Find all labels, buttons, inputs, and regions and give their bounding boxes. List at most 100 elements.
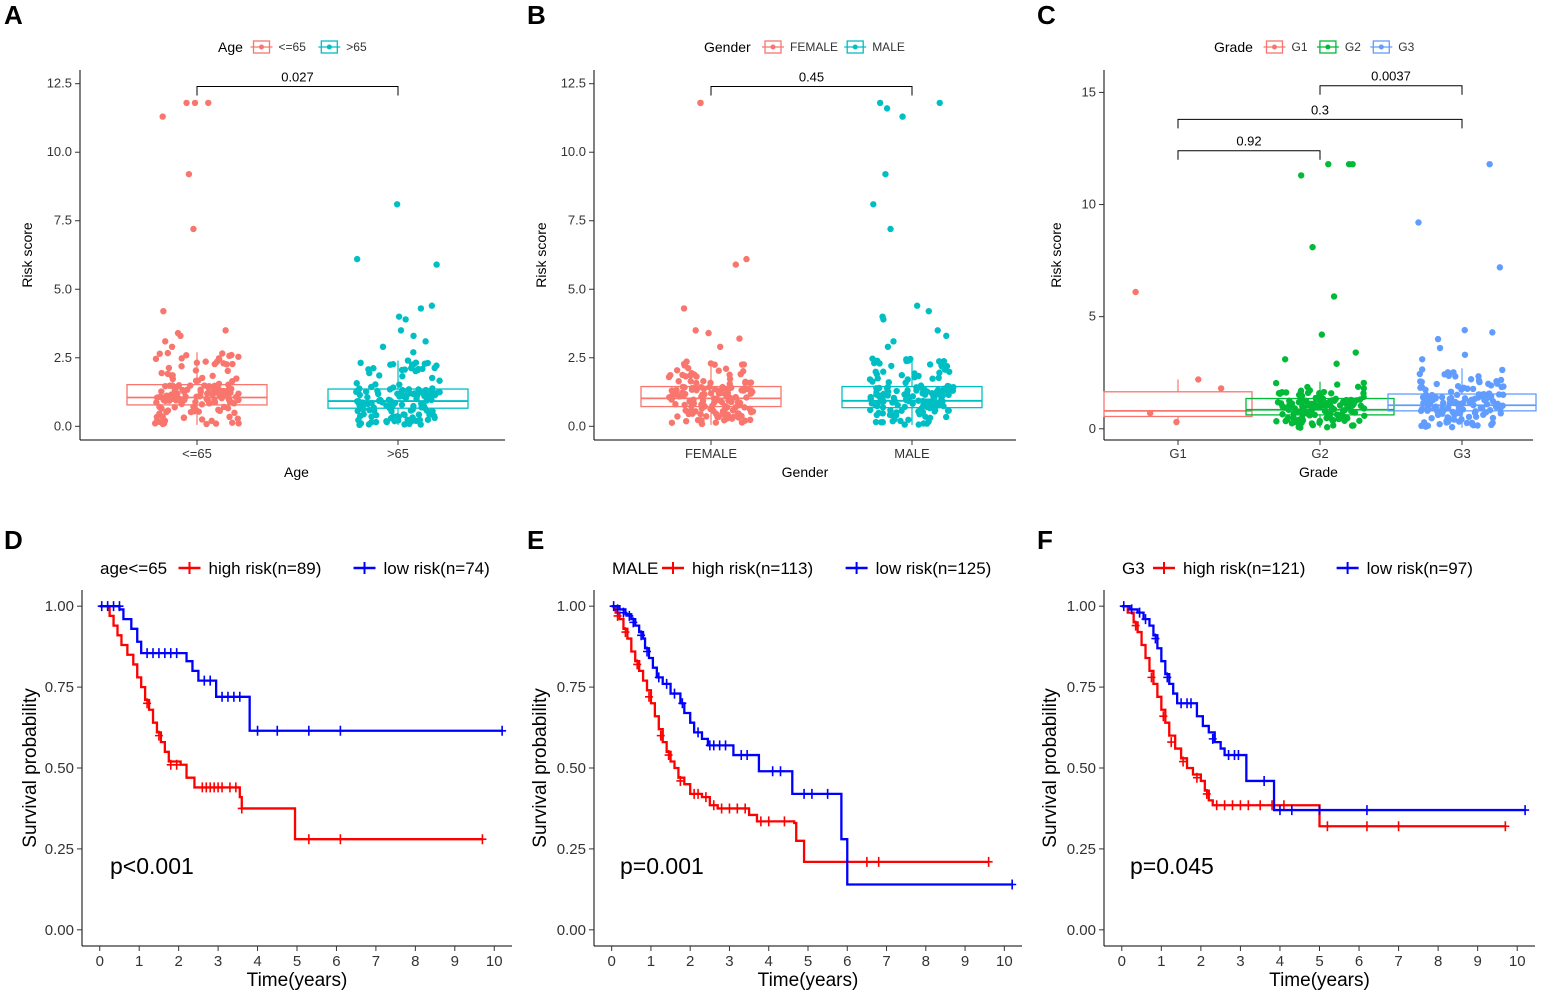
censor-mark [115, 601, 124, 612]
data-point [1422, 423, 1430, 430]
data-point [944, 407, 952, 414]
data-point [402, 316, 409, 323]
data-point [929, 375, 936, 382]
x-tick-label: 3 [725, 953, 733, 970]
data-point [1323, 424, 1331, 431]
censor-mark [776, 766, 785, 777]
data-point [1318, 331, 1326, 338]
x-tick-label: 4 [1276, 953, 1284, 970]
censor-mark [662, 678, 671, 689]
data-point [393, 201, 401, 208]
y-tick-label: 7.5 [568, 213, 586, 228]
censor-mark [1521, 805, 1530, 816]
data-point [729, 407, 737, 414]
y-tick-label: 1.00 [557, 598, 586, 615]
data-point [945, 391, 952, 399]
data-point [177, 332, 184, 340]
data-point [693, 379, 700, 387]
data-point [229, 360, 236, 368]
data-point [1360, 379, 1367, 387]
censor-mark [1167, 737, 1176, 748]
data-point [705, 329, 712, 337]
x-axis-title: Gender [782, 464, 829, 480]
data-point [1349, 160, 1356, 168]
censor-mark [984, 856, 993, 867]
comparison-bracket [1177, 150, 1321, 160]
censor-mark [206, 675, 215, 686]
x-tick-label: 0 [607, 953, 615, 970]
legend-key-dot [1378, 44, 1384, 50]
data-point [396, 381, 403, 388]
data-point [738, 361, 746, 368]
legend-label: high risk(n=113) [692, 559, 813, 578]
data-point [383, 418, 390, 426]
box [640, 385, 782, 408]
data-point [697, 99, 704, 107]
censor-mark [1135, 607, 1144, 618]
data-point [354, 407, 361, 415]
y-tick-label: 0.25 [1067, 841, 1096, 858]
x-tick-label: 6 [332, 953, 340, 970]
data-point [1273, 418, 1280, 425]
data-point [934, 401, 941, 408]
data-point [747, 390, 755, 397]
data-point [161, 417, 169, 424]
censor-mark [756, 816, 765, 827]
data-point [929, 400, 936, 408]
data-point [672, 401, 679, 408]
boxplot-panel-c: C 0 5 10 15 Risk score Grade Grade G1 G2 G3 G1 G2 G3 0… [1037, 0, 1537, 480]
censor-mark [701, 792, 710, 803]
data-point [673, 386, 680, 394]
data-point [1347, 396, 1355, 404]
data-point [391, 417, 398, 425]
data-point [728, 415, 736, 422]
data-point [395, 390, 402, 397]
data-point [724, 404, 731, 411]
data-point [212, 420, 220, 427]
censor-mark [1127, 604, 1136, 615]
data-point [894, 401, 901, 409]
legend-title: Age [218, 39, 243, 55]
data-point [199, 374, 206, 382]
data-point [424, 359, 431, 367]
censor-mark [1212, 800, 1221, 811]
x-tick-label: 6 [1355, 953, 1363, 970]
data-point [210, 386, 218, 394]
data-point [1433, 380, 1440, 388]
data-point [748, 408, 755, 416]
x-tick-label: 9 [451, 953, 459, 970]
legend-title: MALE [612, 559, 658, 578]
data-point [235, 353, 242, 360]
data-point [746, 379, 754, 387]
x-tick-label: G3 [1453, 446, 1470, 461]
data-point [156, 350, 163, 357]
data-point [1441, 371, 1448, 378]
legend-key-dot [852, 44, 858, 50]
censor-mark [1151, 633, 1160, 644]
data-point [913, 302, 921, 309]
x-tick-label: 1 [647, 953, 655, 970]
data-point [679, 371, 686, 379]
censor-mark [800, 788, 809, 799]
data-point [743, 255, 750, 263]
data-point [718, 398, 725, 406]
comparison-p-value: 0.027 [281, 69, 314, 84]
data-point [374, 390, 382, 398]
data-point [1328, 390, 1335, 397]
data-point [178, 363, 185, 370]
data-point [1299, 417, 1307, 424]
data-point [1432, 395, 1439, 402]
y-axis-title: Risk score [533, 222, 549, 288]
p-value-annotation: p=0.045 [1130, 853, 1214, 879]
data-point [735, 410, 742, 417]
data-point [401, 421, 408, 428]
data-point [362, 388, 370, 395]
y-tick-label: 5.0 [54, 281, 72, 296]
legend-label: <=65 [279, 40, 307, 54]
data-point [665, 373, 673, 381]
x-tick-label: <=65 [182, 446, 212, 461]
data-point [1448, 423, 1456, 431]
legend-label: low risk(n=74) [384, 559, 490, 578]
y-tick-label: 2.5 [54, 350, 72, 365]
censor-mark [725, 803, 734, 814]
